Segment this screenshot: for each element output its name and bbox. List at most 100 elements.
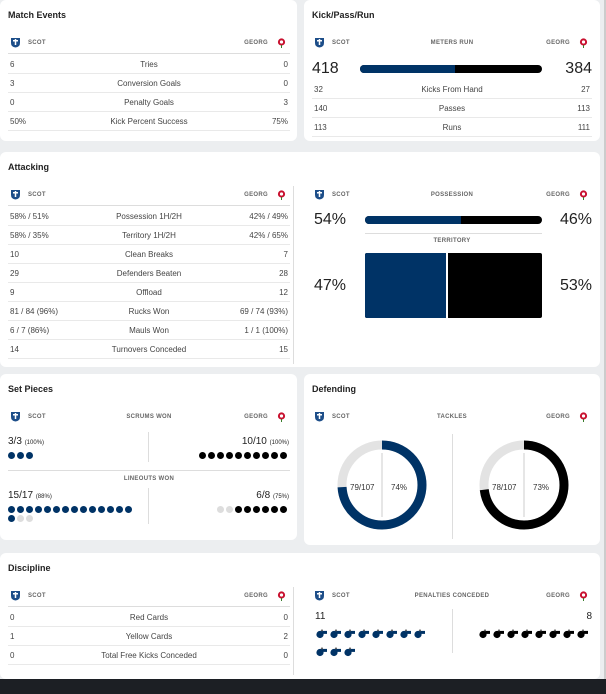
stat-label: Runs: [442, 123, 462, 132]
home-team-label: SCOT: [28, 40, 46, 46]
lineout-dot: [116, 506, 123, 513]
lineout-dot: [107, 506, 114, 513]
away-value: 42% / 65%: [249, 231, 288, 240]
stat-label: Yellow Cards: [125, 632, 173, 641]
lineout-dot: [26, 506, 33, 513]
stat-row: 9 Offload 12: [8, 283, 290, 302]
lineout-dot: [53, 506, 60, 513]
kick-pass-run-card: Kick/Pass/Run SCOT METERS RUN GEORG 418 …: [304, 0, 600, 141]
penalties-header: SCOT PENALTIES CONCEDED GEORG: [312, 589, 592, 603]
away-team-label: GEORG: [244, 593, 268, 599]
scrum-home-count: 3/3: [8, 436, 22, 447]
lineout-dot: [253, 506, 260, 513]
stat-row: 32 Kicks From Hand 27: [312, 80, 592, 99]
scrums-header: SCOT SCRUMS WON GEORG: [8, 410, 290, 424]
away-tackles-pct: 73%: [533, 483, 550, 492]
home-value: 58% / 51%: [10, 212, 49, 221]
stat-row: 50% Kick Percent Success 75%: [8, 112, 290, 131]
meters-away-value: 384: [565, 60, 592, 77]
defending-title: Defending: [312, 384, 356, 394]
match-events-title: Match Events: [8, 10, 67, 20]
georgia-rose-icon: [578, 411, 589, 422]
possession-label: POSSESSION: [430, 192, 474, 198]
scrum-dot: [226, 452, 233, 459]
lineout-dot: [26, 515, 33, 522]
lineout-dot: [262, 506, 269, 513]
away-ring-fill: [479, 440, 569, 530]
scotland-crest-icon: [10, 590, 21, 601]
stat-label: Total Free Kicks Conceded: [101, 651, 197, 660]
home-team-label: SCOT: [332, 593, 350, 599]
lineout-dot: [125, 506, 132, 513]
penalties-conceded-label: PENALTIES CONCEDED: [414, 593, 490, 599]
home-team-label: SCOT: [28, 593, 46, 599]
away-value: 7: [283, 250, 288, 259]
georgia-rose-icon: [578, 37, 589, 48]
scrum-away-count: 10/10: [241, 436, 267, 447]
home-team-label: SCOT: [28, 192, 46, 198]
territory-away-value: 53%: [559, 277, 592, 294]
away-value: 69 / 74 (93%): [239, 307, 288, 316]
away-team-label: GEORG: [244, 40, 268, 46]
stat-row: 6 / 7 (86%) Mauls Won 1 / 1 (100%): [8, 321, 290, 340]
meters-run-label: METERS RUN: [430, 40, 474, 46]
away-tackles-made: 78/107: [492, 483, 517, 492]
stat-row: 140 Passes 113: [312, 99, 592, 118]
scotland-crest-icon: [314, 411, 325, 422]
whistle-icon: [507, 629, 518, 639]
georgia-rose-icon: [276, 189, 287, 200]
possession-bar: [365, 216, 542, 224]
away-value: 2: [283, 632, 288, 641]
stat-row: 0 Total Free Kicks Conceded 0: [8, 646, 290, 665]
lineout-divider: [148, 488, 149, 524]
scrum-dot: [208, 452, 215, 459]
lineout-home-count: 15/17: [8, 490, 34, 501]
attacking-card: Attacking SCOT GEORG 58% / 51% Possession…: [0, 152, 600, 367]
stat-label: Offload: [136, 288, 162, 297]
away-value: 28: [279, 269, 288, 278]
home-value: 29: [10, 269, 19, 278]
meters-run-bar: [360, 65, 542, 73]
lineout-dot: [62, 506, 69, 513]
stat-row: 14 Turnovers Conceded 15: [8, 340, 290, 359]
home-value: 14: [10, 345, 19, 354]
whistle-icon: [577, 629, 588, 639]
scrum-away-value: 10/10 (100%): [242, 436, 289, 447]
home-team-label: SCOT: [332, 414, 350, 420]
lineout-dot: [226, 506, 233, 513]
scrum-dot: [217, 452, 224, 459]
lineout-away-value: 6/8 (75%): [256, 490, 289, 501]
scrum-divider: [148, 432, 149, 462]
home-value: 6 / 7 (86%): [10, 326, 50, 335]
set-pieces-title: Set Pieces: [8, 384, 54, 394]
scrum-dot: [8, 452, 15, 459]
lineout-home-pct: (88%): [35, 494, 52, 500]
home-value: 10: [10, 250, 19, 259]
whistle-icon: [330, 647, 341, 657]
lineout-dot: [244, 506, 251, 513]
tackles-header: SCOT TACKLES GEORG: [312, 410, 592, 424]
away-value: 15: [279, 345, 288, 354]
lineout-dot: [17, 506, 24, 513]
georgia-rose-icon: [276, 37, 287, 48]
tackles-label: TACKLES: [437, 414, 467, 420]
possession-away-value: 46%: [559, 211, 592, 228]
away-value: 3: [283, 98, 288, 107]
team-header: SCOT GEORG: [8, 36, 290, 50]
away-team-label: GEORG: [244, 414, 268, 420]
lineout-dot: [98, 506, 105, 513]
whistle-icon: [358, 629, 369, 639]
vertical-scrollbar[interactable]: [604, 0, 606, 679]
home-value: 81 / 84 (96%): [10, 307, 59, 316]
scrum-rule: [8, 470, 290, 471]
team-header: SCOT GEORG: [8, 188, 290, 202]
lineout-dot: [17, 515, 24, 522]
team-header: SCOT GEORG: [8, 589, 290, 603]
stat-label: Mauls Won: [129, 326, 169, 335]
scrums-won-label: SCRUMS WON: [126, 414, 172, 420]
home-tackles-made: 79/107: [350, 483, 375, 492]
whistle-icon: [344, 647, 355, 657]
whistle-icon: [493, 629, 504, 639]
scrum-dot: [280, 452, 287, 459]
whistle-icon: [563, 629, 574, 639]
